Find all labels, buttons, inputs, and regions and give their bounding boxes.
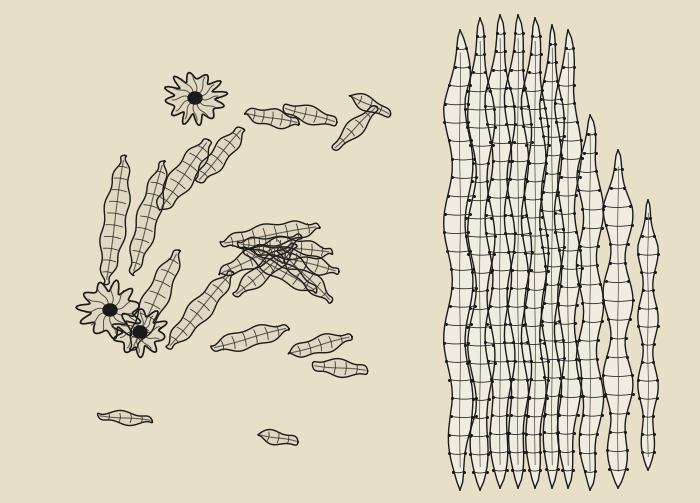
Polygon shape: [233, 243, 297, 297]
Polygon shape: [465, 18, 495, 490]
Polygon shape: [97, 410, 153, 426]
Polygon shape: [220, 221, 320, 249]
Polygon shape: [258, 430, 298, 445]
Polygon shape: [244, 108, 299, 129]
Polygon shape: [219, 234, 302, 276]
Polygon shape: [277, 247, 332, 303]
Polygon shape: [103, 304, 117, 316]
Polygon shape: [100, 155, 130, 285]
Polygon shape: [157, 139, 211, 210]
Polygon shape: [444, 30, 476, 490]
Polygon shape: [76, 280, 141, 339]
Polygon shape: [284, 104, 337, 126]
Polygon shape: [112, 309, 167, 358]
Polygon shape: [288, 334, 352, 357]
Polygon shape: [349, 94, 391, 117]
Polygon shape: [540, 25, 564, 488]
Polygon shape: [195, 127, 245, 183]
Polygon shape: [166, 271, 234, 349]
Polygon shape: [603, 150, 633, 488]
Polygon shape: [332, 106, 378, 150]
Polygon shape: [211, 325, 289, 351]
Polygon shape: [576, 115, 603, 490]
Polygon shape: [522, 18, 549, 488]
Polygon shape: [130, 250, 181, 350]
Polygon shape: [312, 359, 368, 377]
Polygon shape: [638, 200, 658, 470]
Polygon shape: [237, 236, 332, 260]
Polygon shape: [251, 244, 339, 275]
Polygon shape: [164, 72, 228, 125]
Polygon shape: [554, 30, 582, 488]
Polygon shape: [133, 326, 147, 338]
Polygon shape: [243, 247, 317, 293]
Polygon shape: [505, 15, 531, 488]
Polygon shape: [188, 92, 202, 104]
Polygon shape: [130, 161, 167, 276]
Polygon shape: [485, 15, 515, 488]
